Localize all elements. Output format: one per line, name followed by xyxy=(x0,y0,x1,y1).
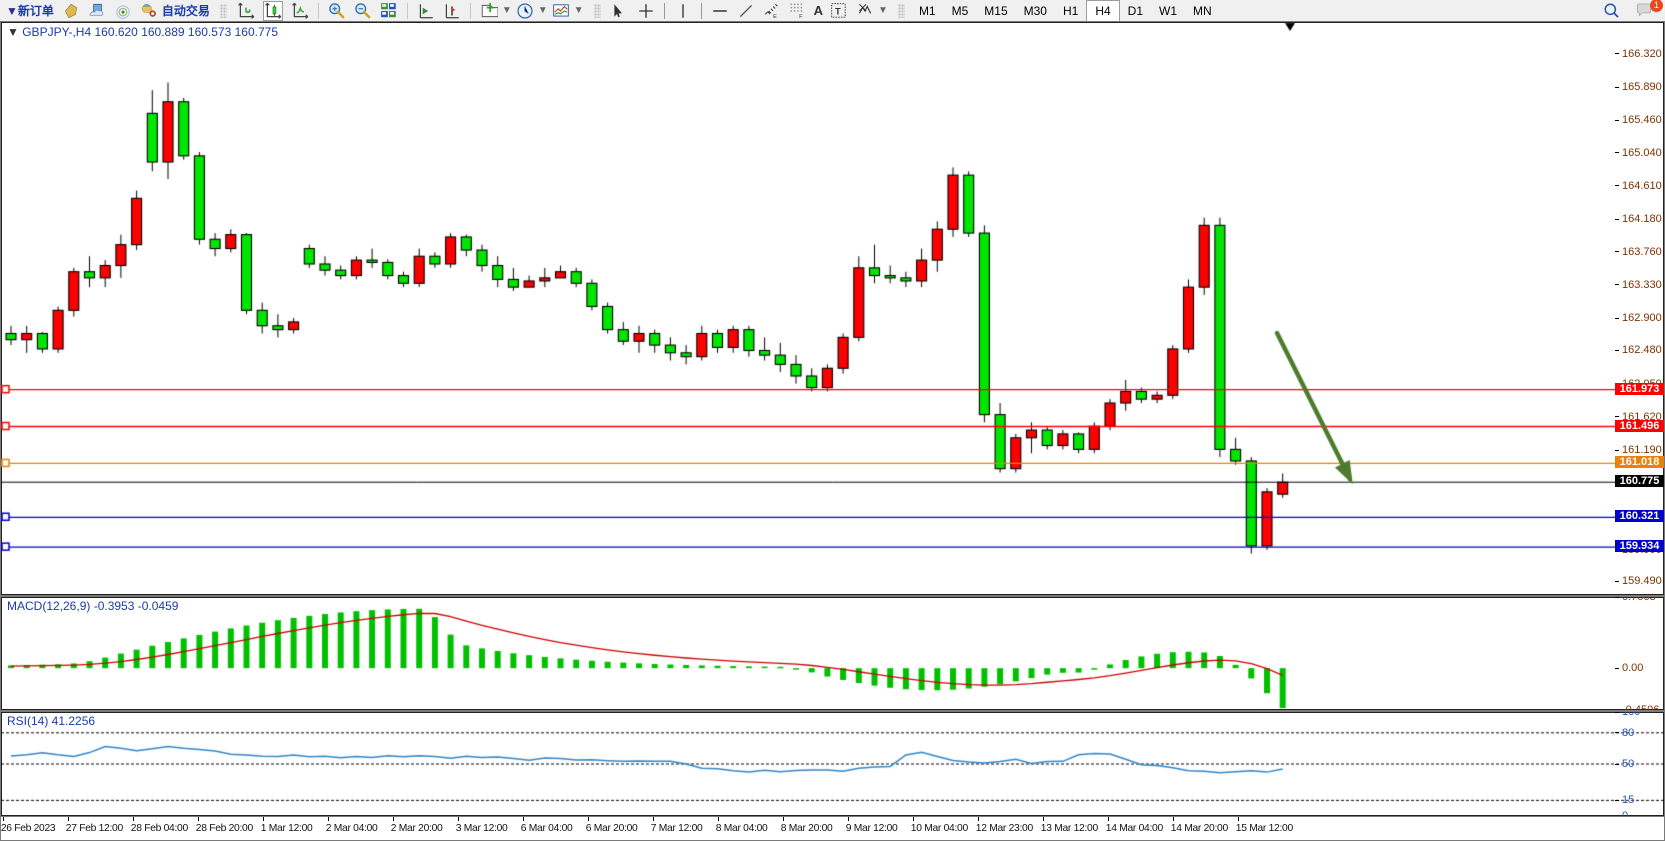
svg-text:F: F xyxy=(799,13,803,19)
svg-text:E: E xyxy=(773,13,777,19)
svg-text:T: T xyxy=(835,6,841,16)
